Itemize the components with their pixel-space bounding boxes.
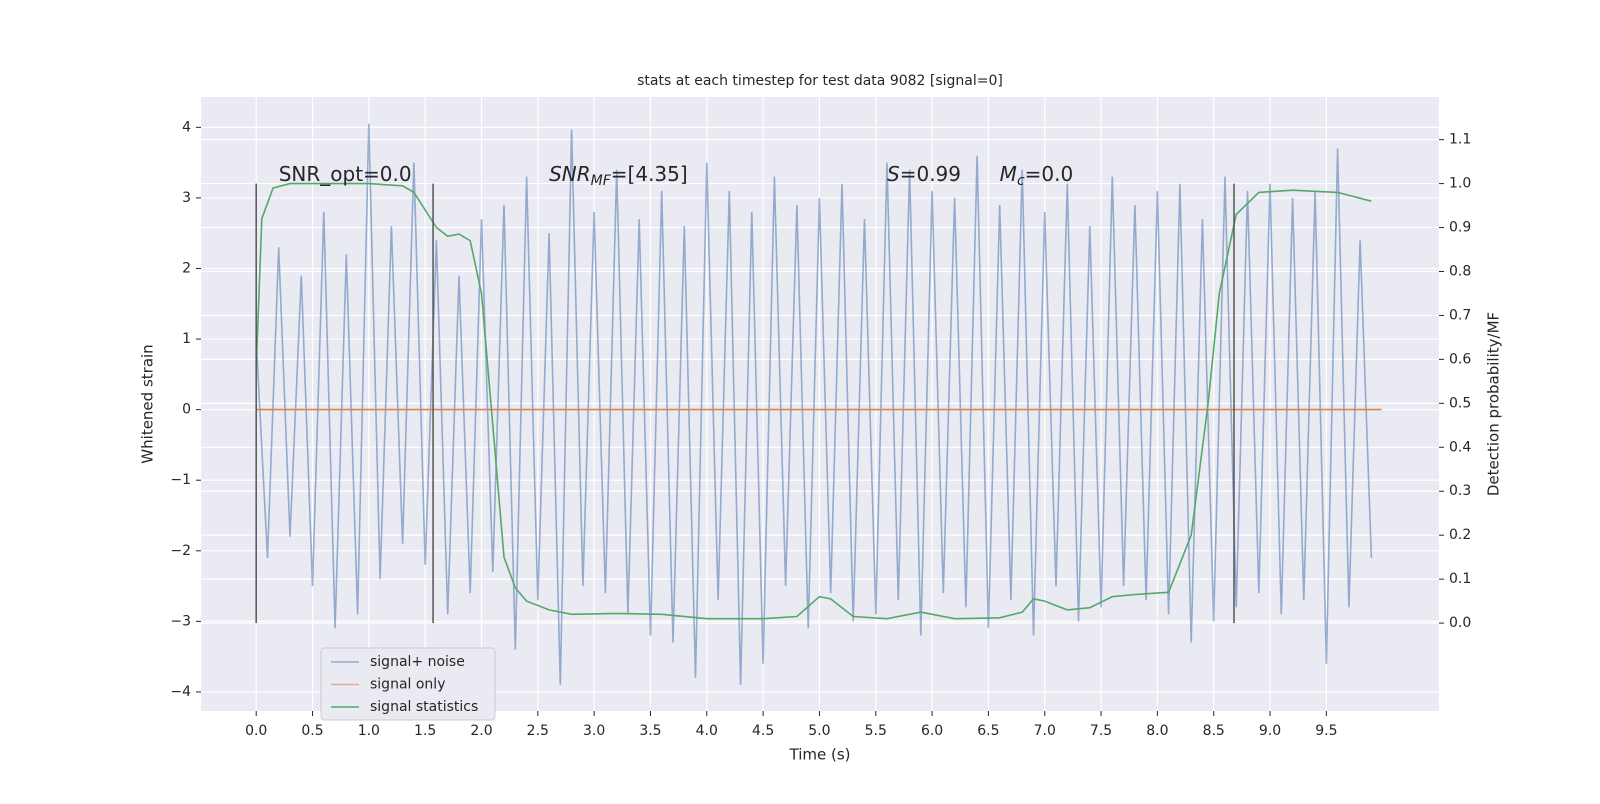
legend-box — [320, 647, 496, 721]
annotation: SNRMF=[4.35] — [549, 161, 688, 189]
y-tick-label: 2 — [182, 260, 191, 276]
y2-axis-label: Detection probability/MF — [1485, 312, 1503, 496]
y2-tick-label: 0.0 — [1449, 615, 1471, 631]
x-axis-label: Time (s) — [789, 746, 851, 764]
y-tick-label: 4 — [182, 119, 191, 135]
x-tick-label: 8.5 — [1203, 723, 1225, 739]
y2-tick-label: 0.9 — [1449, 220, 1471, 236]
x-tick-label: 3.0 — [583, 723, 605, 739]
x-tick-label: 2.0 — [470, 723, 492, 739]
x-tick-label: 3.5 — [639, 723, 661, 739]
y-axis-label: Whitened strain — [139, 344, 157, 463]
x-tick-label: 5.0 — [808, 723, 830, 739]
x-tick-label: 0.0 — [245, 723, 267, 739]
x-tick-label: 8.0 — [1146, 723, 1168, 739]
x-tick-label: 1.0 — [358, 723, 380, 739]
annotation-sub: c — [1017, 173, 1025, 189]
legend-label: signal statistics — [370, 699, 478, 715]
x-tick-label: 7.5 — [1090, 723, 1112, 739]
x-tick-label: 6.5 — [977, 723, 999, 739]
x-tick-label: 1.5 — [414, 723, 436, 739]
y-tick-label: 0 — [182, 402, 191, 418]
annotation-rest: =0.0 — [1025, 161, 1074, 185]
y2-tick-label: 1.0 — [1449, 176, 1471, 192]
x-tick-label: 4.0 — [696, 723, 718, 739]
y2-tick-label: 0.8 — [1449, 263, 1471, 279]
legend: signal+ noise signal only signal statistic… — [320, 647, 496, 721]
y-tick-label: −3 — [170, 613, 191, 629]
x-tick-label: 4.5 — [752, 723, 774, 739]
x-tick-label: 7.0 — [1034, 723, 1056, 739]
y-tick-label: −2 — [170, 543, 191, 559]
y2-tick-label: 0.4 — [1449, 439, 1471, 455]
y2-tick-label: 0.1 — [1449, 571, 1471, 587]
y2-tick-label: 0.3 — [1449, 483, 1471, 499]
y-tick-label: 3 — [182, 190, 191, 206]
x-tick-label: 6.0 — [921, 723, 943, 739]
x-tick-label: 5.5 — [865, 723, 887, 739]
legend-label: signal only — [370, 677, 445, 693]
y-tick-label: 1 — [182, 331, 191, 347]
annotation-rest: =[4.35] — [611, 161, 688, 185]
annotation-main: M — [1000, 161, 1017, 185]
y2-tick-label: 0.7 — [1449, 307, 1471, 323]
y2-tick-label: 0.6 — [1449, 351, 1471, 367]
x-tick-label: 2.5 — [527, 723, 549, 739]
series-line — [255, 123, 1373, 685]
y-tick-label: −4 — [170, 684, 191, 700]
y2-tick-label: 0.2 — [1449, 527, 1471, 543]
x-tick-label: 9.5 — [1315, 723, 1337, 739]
y-tick-label: −1 — [170, 472, 191, 488]
x-tick-label: 0.5 — [301, 723, 323, 739]
x-tick-label: 9.0 — [1259, 723, 1281, 739]
y2-tick-label: 0.5 — [1449, 395, 1471, 411]
chart-title: stats at each timestep for test data 908… — [637, 73, 1003, 89]
annotation: SNR_opt=0.0 — [279, 161, 412, 185]
annotation: Mc=0.0 — [1000, 161, 1074, 189]
legend-label: signal+ noise — [370, 654, 465, 670]
annotation-main: SNR_opt=0.0 — [279, 161, 412, 185]
annotation: S=0.99 — [887, 161, 961, 185]
annotation-sub: MF — [591, 173, 612, 189]
y2-tick-label: 1.1 — [1449, 132, 1471, 148]
annotation-rest: =0.99 — [900, 161, 961, 185]
annotation-main: SNR — [549, 161, 591, 185]
annotation-main: S — [887, 161, 900, 185]
